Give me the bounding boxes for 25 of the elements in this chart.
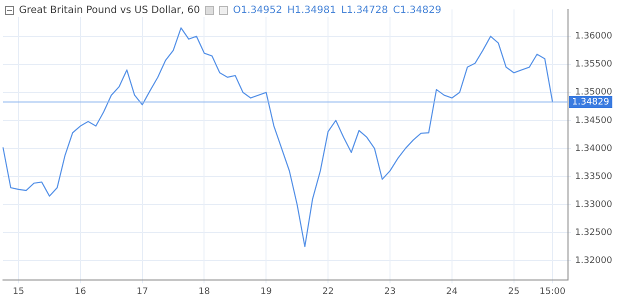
x-tick-label: 24 (446, 286, 458, 297)
annotation: C1.34829 (393, 5, 442, 16)
x-tick-label: 22 (322, 286, 334, 297)
x-tick-label: 15:00 (540, 286, 566, 297)
x-tick-label: 25 (508, 286, 520, 297)
y-tick-label: 1.35000 (575, 88, 612, 98)
y-tick-label: 1.32500 (575, 228, 612, 238)
annotation: O1.34952 (232, 5, 282, 16)
x-tick-label: 16 (74, 286, 86, 297)
x-tick-label: 15 (12, 286, 24, 297)
y-tick-label: 1.32000 (575, 256, 612, 266)
y-tick-label: 1.36000 (575, 32, 612, 42)
y-tick-label: 1.35500 (575, 60, 612, 70)
chart-title: Great Britain Pound vs US Dollar, 60 (19, 5, 200, 16)
y-tick-label: 1.34500 (575, 116, 612, 126)
annotation: L1.34728 (341, 5, 388, 16)
x-tick-label: 17 (136, 286, 148, 297)
ref-line-label: 1.34829 (572, 97, 610, 108)
x-tick-label: 19 (260, 286, 272, 297)
annotation: H1.34981 (287, 5, 336, 16)
y-tick-label: 1.33000 (575, 200, 612, 210)
x-tick-label: 23 (384, 286, 396, 297)
y-tick-label: 1.34000 (575, 144, 612, 154)
y-tick-label: 1.33500 (575, 172, 612, 182)
x-tick-label: 18 (198, 286, 210, 297)
